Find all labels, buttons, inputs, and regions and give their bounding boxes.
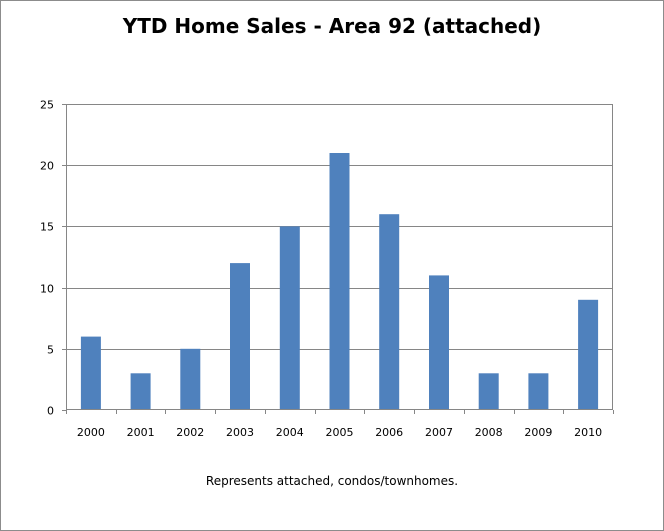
chart-footnote: Represents attached, condos/townhomes.	[205, 474, 459, 488]
bar-2002	[180, 348, 201, 410]
bar-2005	[329, 153, 350, 410]
x-tick-label-2001: 2001	[127, 426, 155, 439]
bar-2000	[80, 336, 101, 410]
bar-2004	[279, 226, 300, 410]
x-tick-label-2007: 2007	[425, 426, 453, 439]
chart-title: YTD Home Sales - Area 92 (attached)	[122, 14, 542, 38]
x-tick-label-2008: 2008	[475, 426, 503, 439]
bars	[80, 153, 599, 410]
y-tick-label-25: 25	[40, 99, 54, 112]
bar-2006	[379, 214, 400, 410]
bar-2003	[230, 263, 250, 410]
bar-2010	[578, 299, 599, 410]
x-tick-label-2010: 2010	[574, 426, 602, 439]
y-tick-label-0: 0	[47, 405, 54, 418]
plot-border	[66, 104, 613, 410]
x-tick-label-2004: 2004	[276, 426, 304, 439]
y-tick-label-5: 5	[47, 344, 54, 357]
bar-2009	[528, 373, 549, 410]
x-tick-label-2006: 2006	[375, 426, 403, 439]
x-tick-labels: 2000 2001 2002 2003 2004 2005 2006 2007 2008 2009…	[77, 426, 602, 439]
y-tick-label-15: 15	[40, 221, 54, 234]
bar-2008	[478, 373, 499, 410]
y-tick-label-10: 10	[40, 283, 54, 296]
x-tick-label-2003: 2003	[226, 426, 254, 439]
y-tick-label-20: 20	[40, 160, 54, 173]
x-tick-label-2009: 2009	[524, 426, 552, 439]
bar-2007	[429, 275, 449, 410]
y-tick-labels: 0 5 10 15 20 25	[40, 99, 54, 418]
axes	[62, 104, 614, 414]
x-tick-label-2000: 2000	[77, 426, 105, 439]
x-tick-label-2002: 2002	[176, 426, 204, 439]
bar-2001	[130, 373, 151, 410]
x-tick-label-2005: 2005	[326, 426, 354, 439]
